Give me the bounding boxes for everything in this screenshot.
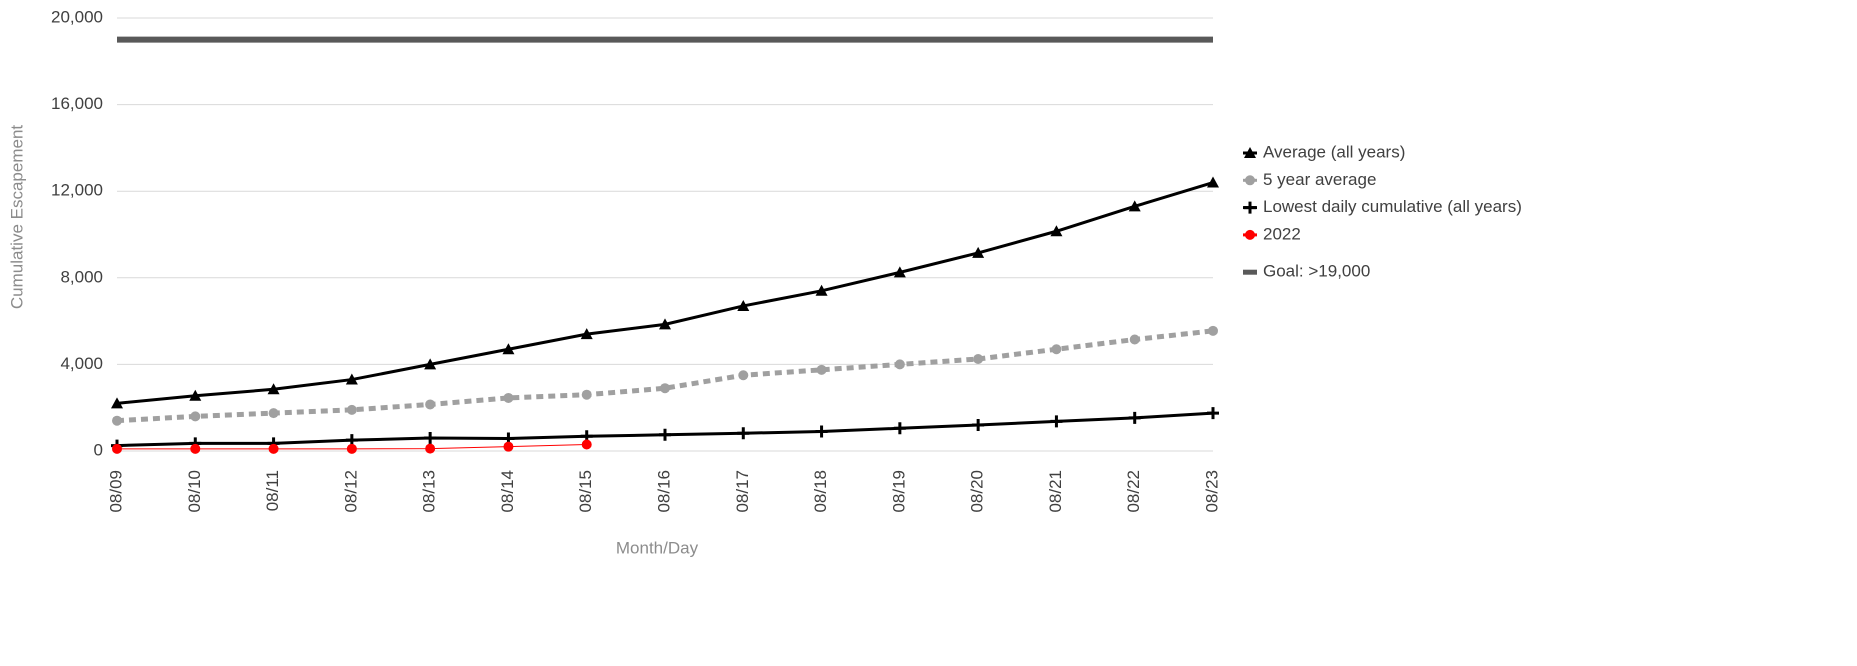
- x-axis-title: Month/Day: [616, 538, 699, 557]
- marker: [1129, 334, 1140, 345]
- x-tick-label: 08/16: [654, 470, 673, 513]
- x-tick-label: 08/17: [733, 470, 752, 513]
- marker: [580, 328, 593, 340]
- marker: [1051, 344, 1062, 355]
- x-tick-label: 08/21: [1046, 470, 1065, 513]
- marker: [973, 353, 984, 364]
- marker: [1128, 411, 1141, 424]
- marker: [503, 441, 514, 452]
- marker: [425, 443, 436, 454]
- series-line: [116, 181, 1214, 405]
- x-tick-label: 08/13: [420, 470, 439, 513]
- x-tick-label: 08/20: [968, 470, 987, 513]
- marker: [1050, 225, 1063, 237]
- marker: [190, 443, 201, 454]
- x-tick-label: 08/19: [889, 470, 908, 513]
- marker: [737, 299, 750, 311]
- x-tick-label: 08/15: [576, 470, 595, 513]
- marker: [815, 425, 828, 438]
- y-tick-label: 8,000: [60, 267, 103, 286]
- y-tick-label: 4,000: [60, 354, 103, 373]
- legend-marker: [1244, 147, 1256, 158]
- marker: [424, 432, 437, 445]
- legend-label: Goal: >19,000: [1263, 262, 1370, 281]
- marker: [345, 373, 358, 385]
- legend-marker: [1245, 175, 1255, 186]
- legend-label: Lowest daily cumulative (all years): [1263, 197, 1522, 216]
- marker: [738, 370, 749, 381]
- marker: [659, 318, 671, 330]
- marker: [815, 284, 828, 296]
- marker: [660, 383, 670, 394]
- marker: [190, 411, 201, 422]
- y-axis-title: Cumulative Escapement: [7, 125, 26, 310]
- x-tick-label: 08/14: [498, 470, 517, 513]
- marker: [424, 358, 437, 370]
- marker: [1128, 200, 1141, 212]
- x-tick-label: 08/18: [811, 470, 830, 513]
- x-tick-label: 08/11: [263, 470, 282, 511]
- legend-marker: [1245, 229, 1255, 240]
- marker: [1207, 407, 1219, 420]
- marker: [737, 427, 750, 440]
- marker: [112, 415, 122, 426]
- marker: [1207, 176, 1219, 188]
- legend-label: 2022: [1263, 224, 1301, 243]
- marker: [111, 397, 123, 409]
- x-tick-label: 08/12: [341, 470, 360, 513]
- x-tick-label: 08/09: [106, 470, 125, 513]
- marker: [503, 392, 514, 403]
- marker: [112, 443, 122, 454]
- marker: [425, 399, 436, 410]
- legend-label: Average (all years): [1263, 142, 1405, 161]
- marker: [268, 443, 279, 454]
- marker: [189, 389, 202, 401]
- marker: [972, 246, 985, 258]
- marker: [816, 364, 827, 375]
- marker: [894, 359, 905, 370]
- marker: [267, 383, 280, 395]
- marker: [346, 404, 357, 415]
- marker: [1208, 325, 1218, 336]
- marker: [268, 408, 279, 419]
- legend-marker: [1244, 201, 1256, 214]
- x-tick-label: 08/23: [1202, 470, 1221, 513]
- marker: [893, 422, 906, 435]
- y-tick-label: 16,000: [51, 94, 103, 113]
- legend-label: 5 year average: [1263, 170, 1376, 189]
- x-tick-label: 08/10: [185, 470, 204, 513]
- marker: [581, 389, 592, 400]
- marker: [893, 266, 906, 278]
- marker: [346, 443, 357, 454]
- marker: [659, 428, 671, 441]
- y-tick-label: 12,000: [51, 181, 103, 200]
- x-tick-label: 08/22: [1124, 470, 1143, 513]
- y-tick-label: 0: [94, 440, 103, 459]
- y-tick-label: 20,000: [51, 7, 103, 26]
- marker: [1050, 415, 1063, 428]
- marker: [502, 343, 515, 355]
- marker: [581, 439, 592, 450]
- marker: [972, 419, 985, 432]
- series-line: [116, 328, 1214, 424]
